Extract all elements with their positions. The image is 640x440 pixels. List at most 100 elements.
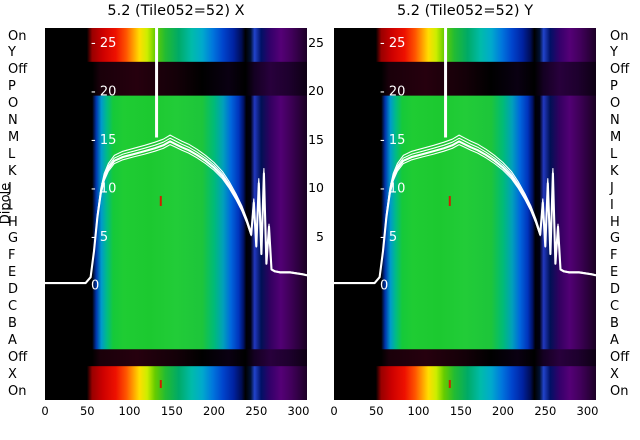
dipole-row-label: M [610,129,622,145]
dipole-row-label: O [610,96,621,112]
x-tick-label: 150 [160,404,183,418]
heatmap-row-E [334,264,596,283]
dipole-row-label: N [8,113,18,128]
heatmap-row-Y [45,44,307,63]
dipole-row-label: H [8,214,18,230]
dipole-row-label: E [8,265,17,281]
heatmap-row-X [45,366,307,384]
power-tick-label: 0 [91,279,99,294]
dipole-row-label: On [8,383,27,399]
heatmap-row-On [334,383,596,400]
heatmap-row-A [45,332,307,350]
dipole-row-label: B [610,315,619,331]
heatmap-row-P [45,78,307,97]
heatmap-row-Off [45,349,307,367]
dipole-row-label: A [610,332,619,348]
heatmap-row-Off [334,349,596,367]
spectrum-line [45,144,307,284]
heatmap-row-F [334,247,596,266]
heatmap-row-On [334,28,596,46]
dipole-row-label: Off [8,62,28,78]
heatmap-row-B [334,315,596,333]
heatmap-row-A [334,332,596,350]
right-power-tick-label: 10 [308,180,324,195]
dipole-row-label: M [8,129,20,145]
heatmap-row-C [334,298,596,317]
heatmap-canvas: - 25 - 20 - 15 - 10 - 5 0 [334,28,596,400]
dipole-row-label: F [8,248,16,264]
heatmap-row-K [334,163,596,181]
x-tick-label: 200 [492,404,514,418]
x-tick-label: 100 [407,404,430,418]
power-tick-label: 0 [380,279,388,294]
heatmap-panel-x: - 25 - 20 - 15 - 10 - 5 0 [45,28,307,400]
x-tick-label: 300 [576,404,599,418]
dipole-row-label: Y [610,45,618,61]
heatmap-row-N [45,112,307,131]
dipole-row-label: G [610,231,621,247]
dipole-row-label: On [8,28,27,44]
right-power-tick-label: 5 [316,228,324,244]
dipole-row-label: K [8,163,17,179]
x-tick-label: 250 [534,404,557,418]
heatmap-row-J [334,180,596,198]
heatmap-row-K [45,163,307,181]
power-tick-label: - 5 [380,230,397,245]
heatmap-row-I [45,197,307,215]
heatmap-canvas: - 25 - 20 - 15 - 10 - 5 0 [45,28,307,400]
dipole-row-label: Y [8,45,16,61]
heatmap-row-P [334,78,596,97]
power-tick-label: - 20 [380,85,405,100]
dipole-row-label: P [610,79,618,95]
spectrum-line [334,144,596,284]
x-tick-label: 300 [287,404,310,418]
x-tick-label: 100 [118,404,141,418]
x-tick-label: 200 [203,404,225,418]
dipole-row-label: O [8,96,19,112]
heatmap-row-J [45,180,307,198]
left-dipole-labels: On Y Off P O N M L K J I H G F E D C B A Off X On [8,0,42,440]
power-tick-label: - 20 [91,85,116,100]
heatmap-row-On [45,383,307,400]
heatmap-row-L [334,146,596,164]
dipole-row-label: I [610,197,614,213]
dipole-row-label: On [610,383,629,399]
heatmap-row-E [45,264,307,283]
dipole-row-label: L [610,146,618,162]
heatmap-row-X [334,366,596,384]
heatmap-row-B [45,315,307,333]
heatmap-row-H [334,214,596,232]
heatmap-row-N [334,112,596,131]
dipole-row-label: F [610,248,618,264]
panel-title-x: 5.2 (Tile052=52) X [107,3,245,19]
power-tick-label: - 25 [380,36,405,51]
dipole-row-label: On [610,28,629,44]
dipole-row-label: I [8,197,12,213]
power-tick-label: - 10 [380,182,405,197]
heatmap-row-O [45,95,307,114]
heatmap-row-I [334,197,596,215]
dipole-row-label: C [610,299,620,314]
x-tick-label: 0 [41,404,49,418]
dipole-row-label: H [610,214,620,230]
heatmap-panel-y: - 25 - 20 - 15 - 10 - 5 0 [334,28,596,400]
dipole-row-label: G [8,231,19,247]
x-tick-label: 50 [79,404,95,418]
heatmap-row-Off [334,61,596,80]
power-tick-label: - 15 [380,133,405,148]
heatmap-row-Off [45,61,307,80]
x-tick-label: 150 [449,404,472,418]
panel-title-y: 5.2 (Tile052=52) Y [396,3,534,19]
dipole-row-label: C [8,299,18,314]
dipole-row-label: X [8,366,17,382]
power-tick-label: - 25 [91,36,116,51]
heatmap-row-D [45,281,307,300]
heatmap-row-On [45,28,307,46]
heatmap-row-H [45,214,307,232]
right-power-tick-label: 25 [308,34,324,50]
dipole-row-label: D [610,282,621,298]
dipole-row-label: Off [8,349,28,365]
power-tick-label: - 5 [91,230,108,245]
dipole-row-label: J [8,180,12,196]
